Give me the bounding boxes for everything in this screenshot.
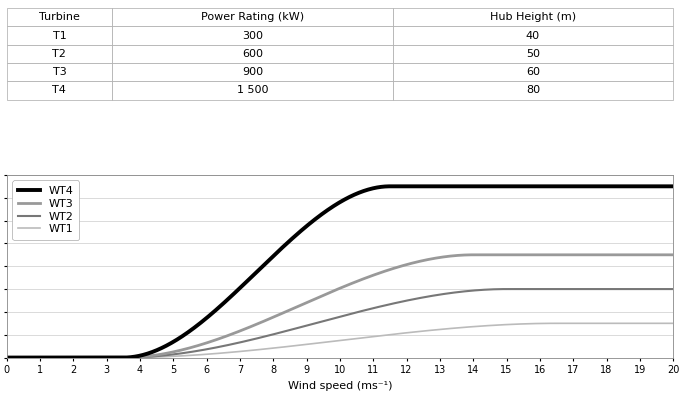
Line: WT3: WT3 — [7, 255, 673, 358]
WT1 — [553, 321, 561, 326]
WT1 — [669, 321, 677, 326]
WT3 — [669, 252, 677, 257]
WT1 — [534, 321, 543, 326]
WT1 — [296, 343, 305, 348]
WT3 — [523, 252, 531, 257]
WT2 — [669, 286, 677, 291]
WT1 — [3, 355, 11, 360]
WT2 — [71, 355, 79, 360]
Line: WT4: WT4 — [7, 186, 673, 358]
WT2 — [460, 289, 469, 294]
WT3 — [470, 252, 478, 257]
WT4 — [535, 184, 543, 189]
X-axis label: Wind speed (ms⁻¹): Wind speed (ms⁻¹) — [288, 381, 392, 391]
WT4 — [3, 355, 11, 360]
WT3 — [272, 314, 280, 319]
WT1 — [522, 321, 530, 326]
WT4 — [523, 184, 531, 189]
WT4 — [71, 355, 79, 360]
WT2 — [535, 286, 543, 291]
WT4 — [272, 251, 280, 256]
Legend: WT4, WT3, WT2, WT1: WT4, WT3, WT2, WT1 — [12, 180, 80, 240]
WT3 — [3, 355, 11, 360]
WT2 — [3, 355, 11, 360]
WT4 — [669, 184, 677, 189]
Line: WT2: WT2 — [7, 289, 673, 358]
WT3 — [460, 252, 469, 257]
WT1 — [272, 345, 280, 350]
WT4 — [386, 184, 394, 189]
WT4 — [461, 184, 469, 189]
WT2 — [296, 325, 305, 330]
WT3 — [71, 355, 79, 360]
WT3 — [535, 252, 543, 257]
WT1 — [71, 355, 79, 360]
WT2 — [503, 286, 511, 291]
WT4 — [296, 229, 305, 234]
Line: WT1: WT1 — [7, 323, 673, 358]
WT1 — [460, 325, 469, 330]
WT2 — [272, 331, 280, 336]
WT3 — [296, 303, 305, 308]
WT2 — [523, 286, 531, 291]
